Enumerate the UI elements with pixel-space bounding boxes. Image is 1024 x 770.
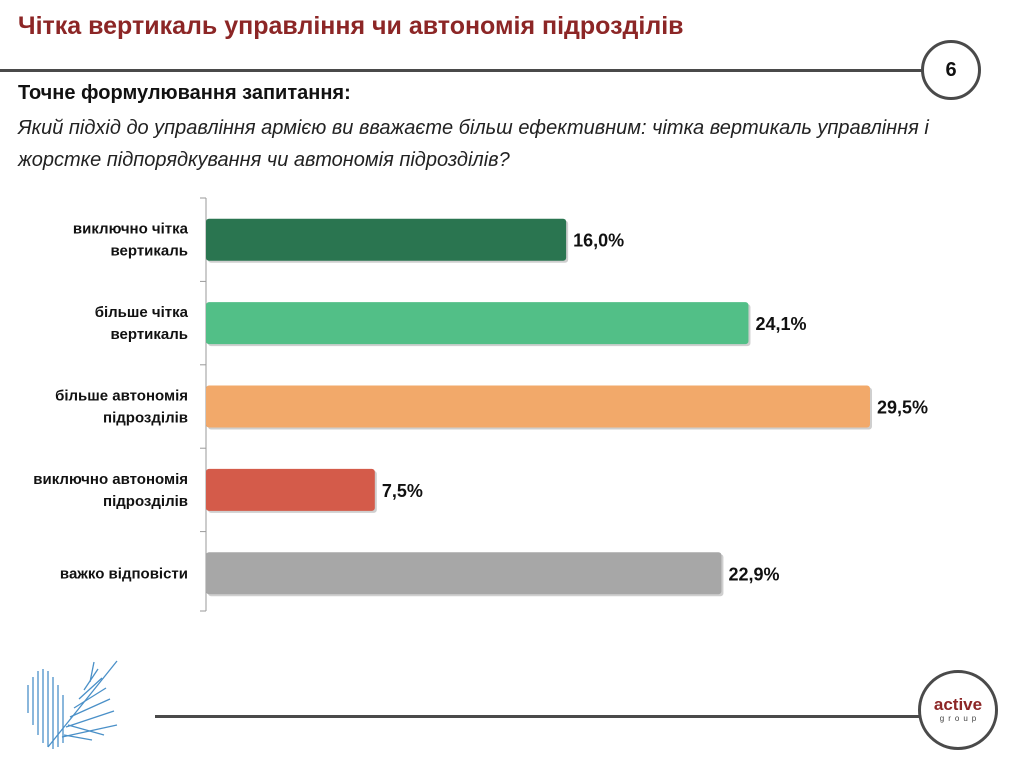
leaf-logo-icon: [27, 660, 118, 749]
question-heading: Точне формулювання запитання:: [18, 82, 351, 104]
category-label-3: більше автономія підрозділів: [55, 388, 188, 427]
page-number: 6: [945, 58, 957, 81]
bar-4: [206, 468, 375, 511]
active-group-logo: active group: [918, 670, 998, 750]
header-divider: [0, 69, 924, 72]
category-label-1: виключно чітка вертикаль: [73, 221, 189, 260]
value-label-4: 7,5%: [382, 481, 423, 501]
category-label-4: виключно автономія підрозділів: [33, 471, 188, 510]
footer-divider: [155, 715, 922, 718]
category-label-2: більше чітка вертикаль: [95, 304, 189, 343]
logo-main-text: active: [933, 695, 983, 714]
category-label-5: важко відповісти: [60, 565, 188, 582]
value-label-1: 16,0%: [573, 231, 624, 251]
value-label-3: 29,5%: [877, 398, 928, 418]
value-label-2: 24,1%: [755, 314, 806, 334]
question-text: Який підхід до управління армією ви вваж…: [18, 117, 929, 171]
bar-3: [206, 385, 870, 428]
value-label-5: 22,9%: [728, 564, 779, 584]
bar-1: [206, 218, 567, 261]
page-title: Чітка вертикаль управління чи автономія …: [18, 12, 684, 40]
logo-sub-text: group: [939, 714, 981, 723]
page-number-badge: 6: [921, 40, 981, 100]
bar-2: [206, 302, 749, 345]
bar-chart: 16,0% виключно чітка вертикаль 24,1% більше …: [33, 197, 928, 612]
bar-5: [206, 552, 722, 595]
